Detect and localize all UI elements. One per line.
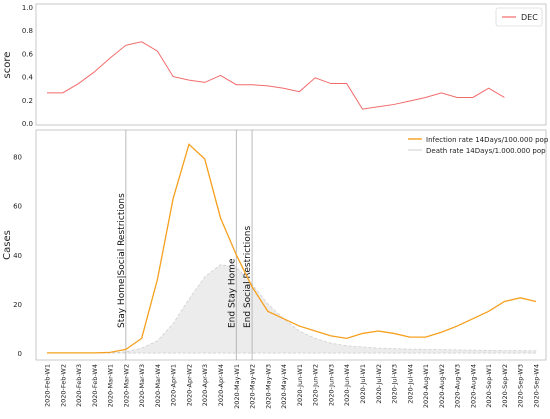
cases-x-tick-label: 2020-Sep-W3 bbox=[517, 364, 525, 408]
cases-x-tick-label: 2020-Apr-W4 bbox=[217, 364, 225, 406]
cases-x-tick-label: 2020-Jun-W2 bbox=[312, 364, 320, 406]
cases-x-tick-label: 2020-May-W3 bbox=[264, 364, 272, 409]
score-y-tick-label: 0.6 bbox=[22, 50, 34, 58]
cases-x-tick-label: 2020-Jul-W4 bbox=[406, 364, 414, 404]
cases-x-ticks: 2020-Feb-W1 2020-Feb-W2 2020-Feb-W3 2020-Fe… bbox=[44, 364, 541, 409]
score-y-tick-label: 0.0 bbox=[22, 120, 33, 128]
cases-x-tick-label: 2020-Apr-W3 bbox=[201, 364, 209, 406]
cases-x-tick-label: 2020-Feb-W1 bbox=[44, 364, 52, 407]
score-plot-frame bbox=[35, 3, 547, 126]
intervention-lines: Stay Home|Social Restrictions End Stay Ho… bbox=[117, 130, 253, 360]
death-rate-area bbox=[47, 264, 537, 354]
score-y-tick-label: 1.0 bbox=[22, 4, 33, 12]
cases-x-tick-label: 2020-Mar-W2 bbox=[122, 364, 130, 407]
score-y-tick-label: 0.2 bbox=[22, 97, 33, 105]
legend-label-death: Death rate 14Days/1.000.000 pop bbox=[426, 147, 546, 155]
cases-x-tick-label: 2020-May-W4 bbox=[280, 364, 288, 409]
cases-x-tick-label: 2020-Mar-W3 bbox=[138, 364, 146, 407]
cases-x-tick-label: 2020-Jun-W4 bbox=[343, 364, 351, 406]
score-y-axis-label: score bbox=[2, 52, 13, 79]
cases-x-tick-label: 2020-Feb-W3 bbox=[75, 364, 83, 407]
score-series bbox=[47, 41, 505, 110]
cases-y-ticks: 0 20 40 60 80 bbox=[13, 154, 22, 359]
score-legend-box bbox=[495, 7, 543, 27]
cases-x-tick-label: 2020-Sep-W2 bbox=[501, 364, 509, 408]
cases-x-tick-label: 2020-Jul-W1 bbox=[359, 364, 367, 404]
cases-x-tick-label: 2020-Aug-W4 bbox=[469, 364, 477, 408]
cases-series bbox=[47, 143, 537, 354]
cases-legend: Infection rate 14Days/100.000 pop Death … bbox=[404, 132, 549, 156]
cases-panel: Stay Home|Social Restrictions End Stay Ho… bbox=[2, 129, 549, 409]
score-y-ticks: 0.0 0.2 0.4 0.6 0.8 1.0 bbox=[22, 4, 34, 128]
cases-x-tick-label: 2020-Apr-W2 bbox=[185, 364, 193, 406]
cases-y-tick-label: 80 bbox=[13, 154, 22, 162]
score-line-dec bbox=[47, 41, 505, 110]
cases-x-tick-label: 2020-Aug-W2 bbox=[438, 364, 446, 408]
cases-x-tick-label: 2020-Jul-W2 bbox=[375, 364, 383, 404]
cases-y-axis-label: Cases bbox=[2, 230, 13, 260]
cases-y-tick-label: 0 bbox=[18, 350, 22, 358]
cases-x-tick-label: 2020-Mar-W1 bbox=[107, 364, 115, 407]
legend-label-dec: DEC bbox=[521, 13, 538, 22]
cases-x-tick-label: 2020-Mar-W4 bbox=[154, 364, 162, 407]
cases-x-tick-label: 2020-Aug-W1 bbox=[422, 364, 430, 408]
score-y-tick-label: 0.8 bbox=[22, 27, 33, 35]
cases-x-tick-label: 2020-Feb-W2 bbox=[59, 364, 67, 407]
cases-x-tick-label: 2020-Apr-W1 bbox=[170, 364, 178, 406]
intervention-label: End Stay Home bbox=[227, 258, 237, 328]
intervention-label: Stay Home|Social Restrictions bbox=[117, 193, 127, 328]
cases-x-tick-label: 2020-Jul-W3 bbox=[391, 364, 399, 404]
cases-y-tick-label: 40 bbox=[13, 252, 22, 260]
legend-label-infection: Infection rate 14Days/100.000 pop bbox=[426, 136, 549, 144]
cases-x-tick-label: 2020-Feb-W4 bbox=[91, 364, 99, 407]
cases-y-tick-label: 20 bbox=[13, 301, 22, 309]
intervention-label: End Social Restrictions bbox=[243, 225, 253, 328]
score-panel: 0.0 0.2 0.4 0.6 0.8 1.0 score DEC bbox=[2, 3, 547, 128]
cases-legend-box bbox=[404, 132, 544, 156]
cases-x-tick-label: 2020-May-W2 bbox=[249, 364, 257, 409]
cases-plot-frame bbox=[35, 129, 547, 361]
cases-x-tick-label: 2020-May-W1 bbox=[233, 364, 241, 409]
cases-x-tick-label: 2020-Sep-W4 bbox=[533, 364, 541, 408]
cases-x-tick-label: 2020-Sep-W1 bbox=[485, 364, 493, 408]
cases-y-tick-label: 60 bbox=[13, 203, 22, 211]
score-legend: DEC bbox=[495, 7, 543, 27]
cases-x-tick-label: 2020-Jun-W3 bbox=[327, 364, 335, 406]
score-y-tick-label: 0.4 bbox=[22, 74, 34, 82]
infection-rate-line bbox=[47, 143, 537, 354]
cases-x-tick-label: 2020-Aug-W3 bbox=[454, 364, 462, 408]
death-rate-line bbox=[47, 264, 537, 354]
cases-x-tick-label: 2020-Jun-W1 bbox=[296, 364, 304, 406]
